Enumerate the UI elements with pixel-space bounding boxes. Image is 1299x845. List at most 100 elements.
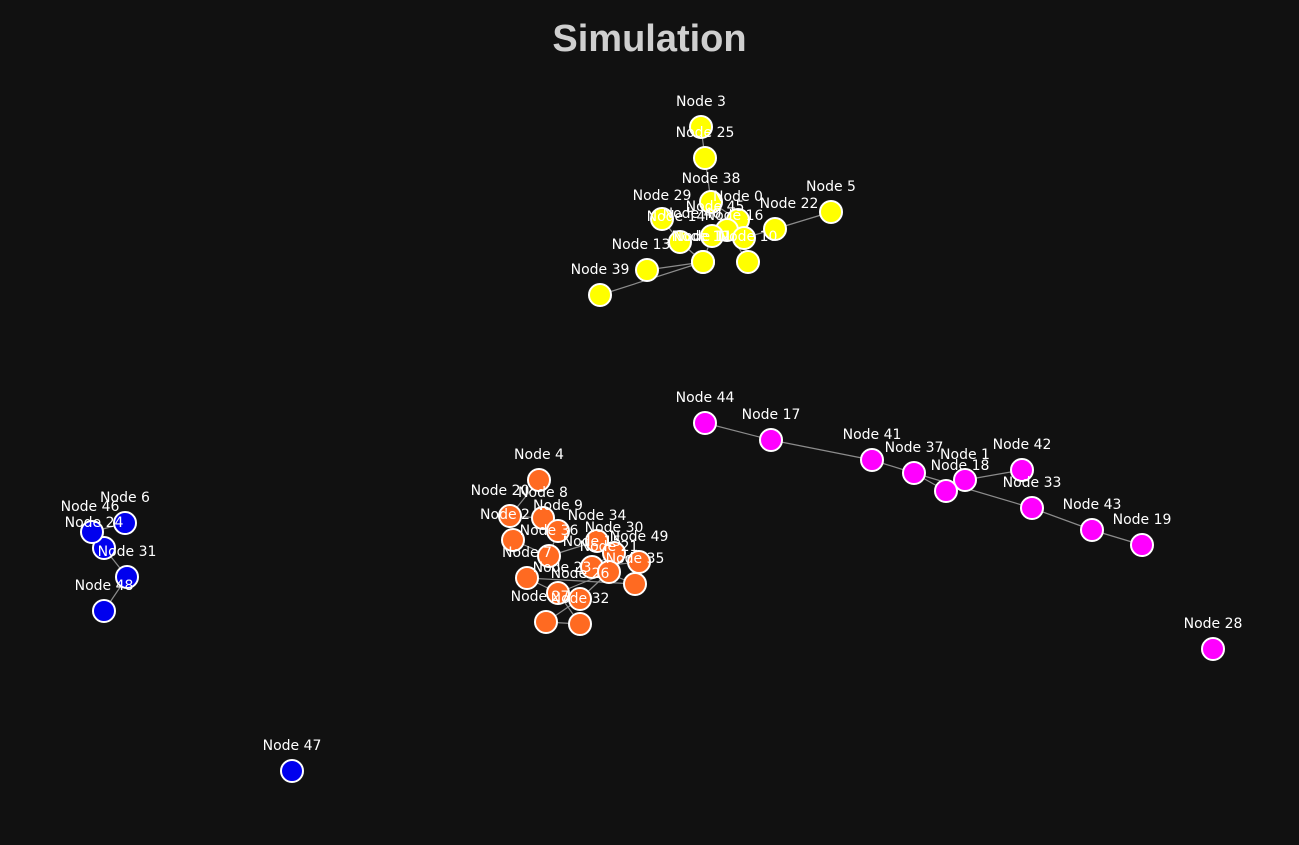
node-label-3: Node 3 — [676, 94, 726, 110]
node-19[interactable] — [1130, 533, 1154, 557]
node-label-46: Node 46 — [61, 499, 120, 515]
edge-7-35 — [526, 577, 636, 585]
node-label-1: Node 1 — [940, 447, 990, 463]
node-label-9: Node 9 — [533, 498, 583, 514]
node-label-14: Node 14 — [647, 209, 706, 225]
node-label-44: Node 44 — [676, 390, 735, 406]
node-label-6: Node 6 — [100, 490, 150, 506]
node-48[interactable] — [92, 599, 116, 623]
node-34[interactable] — [585, 529, 609, 553]
node-label-25: Node 25 — [676, 125, 735, 141]
node-8[interactable] — [531, 506, 555, 530]
node-39[interactable] — [588, 283, 612, 307]
node-label-47: Node 47 — [263, 738, 322, 754]
node-4[interactable] — [527, 468, 551, 492]
node-label-21: Node 21 — [580, 539, 639, 555]
node-43[interactable] — [1080, 518, 1104, 542]
node-label-27: Node 27 — [511, 589, 570, 605]
node-label-39: Node 39 — [571, 262, 630, 278]
node-9[interactable] — [546, 519, 570, 543]
node-20[interactable] — [498, 504, 522, 528]
node-label-11: Node 11 — [674, 229, 733, 245]
node-label-30: Node 30 — [585, 520, 644, 536]
node-5[interactable] — [819, 200, 843, 224]
node-14[interactable] — [668, 230, 692, 254]
node-label-7: Node 7 — [502, 545, 552, 561]
node-22[interactable] — [763, 217, 787, 241]
node-label-19: Node 19 — [1113, 512, 1172, 528]
node-41[interactable] — [860, 448, 884, 472]
node-label-42: Node 42 — [993, 437, 1052, 453]
node-6[interactable] — [113, 511, 137, 535]
node-37[interactable] — [902, 461, 926, 485]
node-7[interactable] — [515, 566, 539, 590]
node-40[interactable] — [700, 224, 724, 248]
edge-37-33 — [913, 472, 1033, 509]
node-33[interactable] — [1020, 496, 1044, 520]
node-label-37: Node 37 — [885, 440, 944, 456]
node-26[interactable] — [568, 587, 592, 611]
chart-title: Simulation — [552, 18, 747, 60]
node-label-5: Node 5 — [806, 179, 856, 195]
node-21[interactable] — [597, 560, 621, 584]
node-35[interactable] — [623, 572, 647, 596]
node-label-31: Node 31 — [98, 544, 157, 560]
node-label-12: Node 12 — [672, 229, 731, 245]
node-label-17: Node 17 — [742, 407, 801, 423]
node-31[interactable] — [115, 565, 139, 589]
node-label-38: Node 38 — [682, 171, 741, 187]
node-label-43: Node 43 — [1063, 497, 1122, 513]
node-label-33: Node 33 — [1003, 475, 1062, 491]
node-label-4: Node 4 — [514, 447, 564, 463]
node-label-28: Node 28 — [1184, 616, 1243, 632]
node-label-34: Node 34 — [568, 508, 627, 524]
node-42[interactable] — [1010, 458, 1034, 482]
node-label-26: Node 26 — [551, 566, 610, 582]
node-10[interactable] — [736, 250, 760, 274]
node-label-0: Node 0 — [713, 189, 763, 205]
node-label-8: Node 8 — [518, 485, 568, 501]
node-23[interactable] — [546, 581, 570, 605]
node-label-2: Node 2 — [480, 507, 530, 523]
node-label-29: Node 29 — [633, 188, 692, 204]
node-44[interactable] — [693, 411, 717, 435]
edge-17-41 — [770, 439, 873, 461]
node-25[interactable] — [693, 146, 717, 170]
node-13[interactable] — [635, 258, 659, 282]
node-24[interactable] — [92, 536, 116, 560]
node-38[interactable] — [699, 190, 723, 214]
node-2[interactable] — [501, 528, 525, 552]
node-32[interactable] — [568, 612, 592, 636]
node-47[interactable] — [280, 759, 304, 783]
node-layer — [80, 115, 1225, 783]
node-label-10: Node 10 — [719, 229, 778, 245]
node-label-32: Node 32 — [551, 591, 610, 607]
node-label-49: Node 49 — [610, 529, 669, 545]
node-label-24: Node 24 — [65, 515, 124, 531]
node-label-15: Node 15 — [563, 534, 622, 550]
node-label-18: Node 18 — [931, 458, 990, 474]
node-label-35: Node 35 — [606, 551, 665, 567]
node-label-48: Node 48 — [75, 578, 134, 594]
node-label-45: Node 45 — [686, 199, 745, 215]
node-18[interactable] — [934, 479, 958, 503]
node-29[interactable] — [650, 207, 674, 231]
node-label-22: Node 22 — [760, 196, 819, 212]
node-label-40: Node 40 — [663, 206, 722, 222]
node-11[interactable] — [691, 250, 715, 274]
node-label-41: Node 41 — [843, 427, 902, 443]
node-label-23: Node 23 — [533, 560, 592, 576]
node-36[interactable] — [537, 544, 561, 568]
node-3[interactable] — [689, 115, 713, 139]
node-27[interactable] — [534, 610, 558, 634]
node-1[interactable] — [953, 468, 977, 492]
node-28[interactable] — [1201, 637, 1225, 661]
node-46[interactable] — [80, 520, 104, 544]
node-label-36: Node 36 — [520, 523, 579, 539]
node-17[interactable] — [759, 428, 783, 452]
node-label-16: Node 16 — [705, 208, 764, 224]
node-16[interactable] — [732, 226, 756, 250]
node-label-20: Node 20 — [471, 483, 530, 499]
